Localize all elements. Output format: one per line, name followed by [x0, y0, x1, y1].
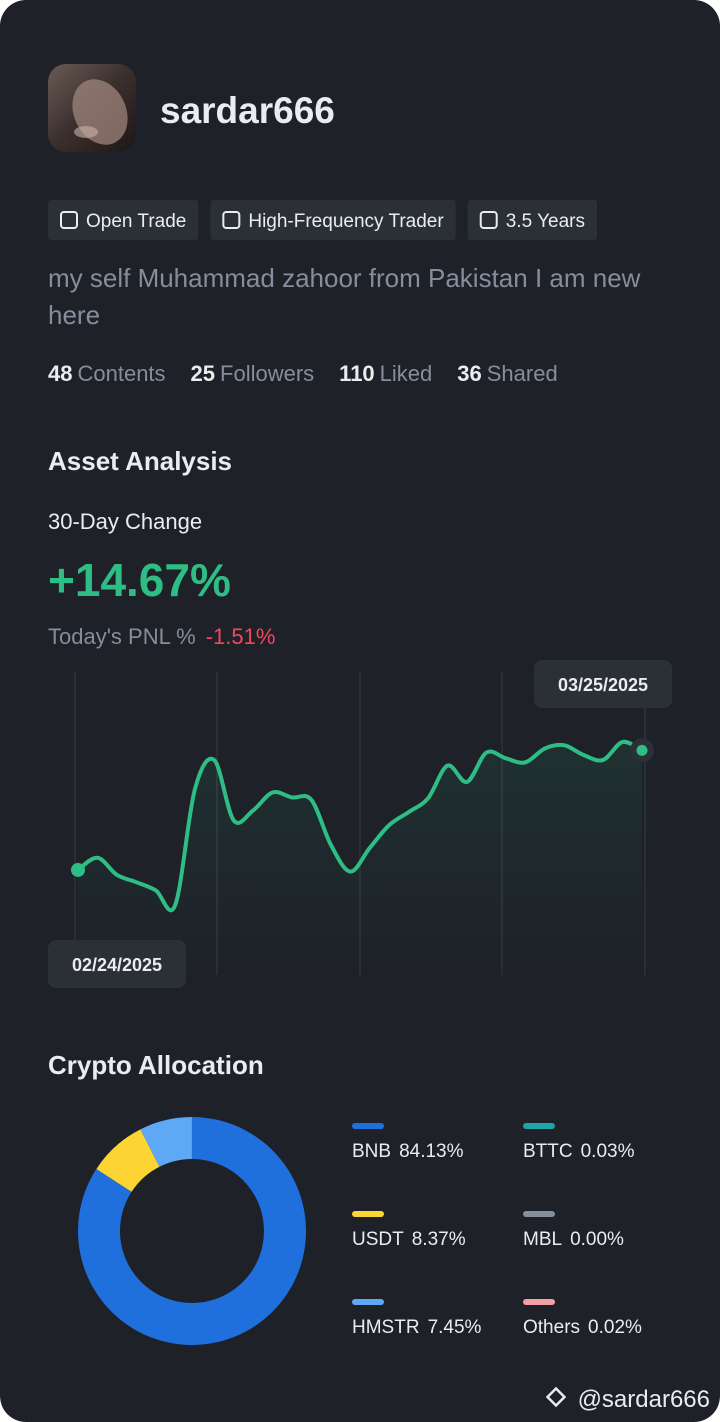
stat-value: 36 — [457, 361, 481, 386]
tag-background — [467, 200, 597, 240]
stat-value: 110 — [339, 361, 375, 386]
avatar[interactable] — [48, 64, 138, 154]
start-point — [71, 862, 85, 877]
legend-value: 7.45% — [428, 1317, 482, 1338]
tag-label: High-Frequency Trader — [248, 211, 444, 232]
legend-value: 8.37% — [412, 1229, 466, 1250]
pie-slice — [96, 1168, 132, 1192]
legend-value: 0.03% — [581, 1141, 635, 1162]
tag-icon — [479, 211, 498, 229]
stat-label: Shared — [487, 361, 558, 386]
legend-swatch — [523, 1123, 555, 1129]
line-area — [78, 741, 642, 975]
watermark: @sardar666 — [578, 1386, 710, 1413]
legend-label: BNB — [352, 1141, 391, 1162]
pnl-label: Today's PNL % — [48, 624, 196, 649]
x-tick-label: 02/24/2025 — [72, 955, 162, 975]
end-point — [636, 744, 648, 756]
tag: 3.5 Years — [467, 200, 597, 240]
legend-value: 0.00% — [570, 1229, 624, 1250]
tag-label: 3.5 Years — [506, 211, 585, 232]
line — [76, 739, 643, 913]
legend-label: Others — [523, 1317, 580, 1338]
legend-label: MBL — [523, 1229, 562, 1250]
legend-label: BTTC — [523, 1141, 573, 1162]
tag: Open Trade — [48, 200, 199, 240]
section-title: Crypto Allocation — [48, 1050, 264, 1080]
stat-label: Liked — [380, 361, 433, 386]
tag-icon — [60, 211, 78, 229]
x-tick-label: 03/25/2025 — [558, 675, 648, 695]
change-value: +14.67% — [48, 554, 231, 606]
bio: my self Muhammad zahoor from Pakistan I … — [48, 263, 641, 330]
legend-swatch — [352, 1123, 384, 1129]
tag: High-Frequency Trader — [210, 200, 456, 240]
legend-value: 0.02% — [588, 1317, 642, 1338]
stat-label: Followers — [220, 361, 314, 386]
tag-background — [48, 200, 199, 240]
watermark-icon — [545, 1386, 567, 1408]
stat-label: Contents — [77, 361, 165, 386]
pnl-value: -1.51% — [206, 624, 276, 649]
tooltip — [48, 940, 186, 988]
tag-background — [210, 200, 456, 240]
tag-icon — [222, 211, 241, 229]
username: sardar666 — [160, 90, 335, 131]
legend-label: HMSTR — [352, 1317, 420, 1338]
tooltip — [534, 660, 672, 708]
legend-value: 84.13% — [399, 1141, 464, 1162]
stat-value: 25 — [191, 361, 215, 386]
legend-swatch — [352, 1211, 384, 1217]
legend-swatch — [352, 1299, 384, 1305]
change-label: 30-Day Change — [48, 509, 202, 534]
stat-value: 48 — [48, 361, 72, 386]
section-title: Asset Analysis — [48, 446, 232, 476]
legend-label: USDT — [352, 1229, 404, 1250]
legend-swatch — [523, 1211, 555, 1217]
tag-label: Open Trade — [86, 211, 186, 232]
pie-slice — [140, 1117, 192, 1167]
legend-swatch — [523, 1299, 555, 1305]
pie-slice — [77, 1117, 306, 1345]
pie-slice — [96, 1129, 160, 1192]
